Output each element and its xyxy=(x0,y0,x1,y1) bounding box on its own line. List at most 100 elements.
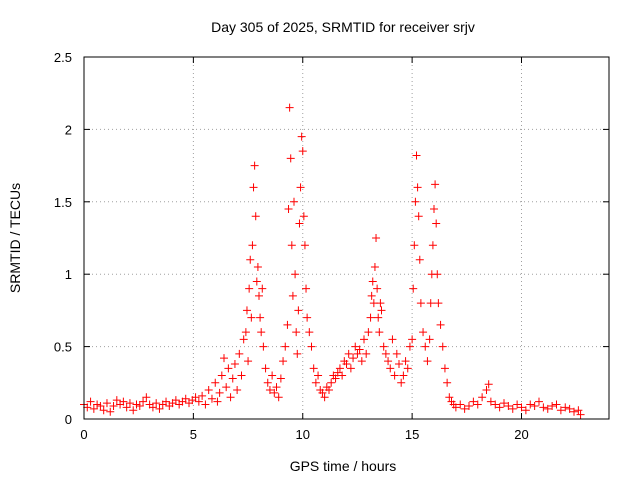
data-point xyxy=(122,403,131,412)
data-point xyxy=(552,400,561,409)
data-point xyxy=(259,342,268,351)
data-point xyxy=(377,306,386,315)
data-point xyxy=(248,241,257,250)
data-point xyxy=(291,270,300,279)
data-point xyxy=(298,147,307,156)
data-point xyxy=(508,404,517,413)
data-point xyxy=(333,368,342,377)
data-point xyxy=(438,342,447,351)
x-tick-label: 5 xyxy=(190,427,197,442)
data-point xyxy=(431,180,440,189)
data-point xyxy=(372,234,381,242)
tick-label-layer: 0 5 10 15 20 0 0.5 1 1.5 2 2.5 xyxy=(54,50,529,442)
data-point xyxy=(292,328,301,337)
data-point xyxy=(351,342,360,351)
data-point xyxy=(228,374,237,383)
data-point xyxy=(132,400,141,409)
data-point xyxy=(211,378,220,387)
data-point xyxy=(135,401,144,410)
data-point xyxy=(96,401,105,410)
data-point xyxy=(284,205,293,214)
data-point xyxy=(409,284,418,293)
data-point xyxy=(86,397,95,406)
data-point xyxy=(272,383,281,392)
data-point xyxy=(381,349,390,358)
data-point xyxy=(353,349,362,358)
data-point xyxy=(239,335,248,344)
data-point xyxy=(155,404,164,413)
data-point xyxy=(300,241,309,250)
data-point xyxy=(181,394,190,403)
data-point xyxy=(403,364,412,373)
grid-layer xyxy=(84,57,609,419)
data-point xyxy=(370,262,379,271)
data-point xyxy=(434,299,443,308)
data-point xyxy=(276,374,285,383)
data-point xyxy=(112,396,121,405)
data-point xyxy=(201,400,210,409)
data-point xyxy=(283,320,292,329)
data-point xyxy=(428,241,437,250)
data-point xyxy=(307,342,316,351)
axes-layer xyxy=(83,56,610,420)
data-point xyxy=(349,354,358,363)
data-point xyxy=(433,270,442,279)
data-point xyxy=(305,328,314,337)
data-point xyxy=(451,403,460,412)
data-point xyxy=(405,342,414,351)
data-point xyxy=(521,406,530,415)
data-point xyxy=(287,241,296,250)
data-point xyxy=(556,406,565,415)
data-point xyxy=(386,364,395,373)
data-point xyxy=(270,388,279,397)
data-point xyxy=(213,397,222,406)
x-axis-label: GPS time / hours xyxy=(290,458,397,474)
data-point xyxy=(139,397,148,406)
data-point xyxy=(246,255,255,264)
data-point xyxy=(268,371,277,380)
data-point xyxy=(366,313,375,322)
data-point xyxy=(245,284,254,293)
data-point xyxy=(478,393,487,402)
data-point xyxy=(129,406,138,415)
points-layer xyxy=(80,103,585,419)
data-point xyxy=(294,306,303,315)
data-point xyxy=(244,357,253,366)
data-point xyxy=(561,403,570,412)
data-point xyxy=(285,103,294,112)
data-point xyxy=(535,397,543,406)
data-point xyxy=(191,393,200,402)
data-point xyxy=(456,400,465,409)
data-point xyxy=(460,404,469,413)
data-point xyxy=(397,378,406,387)
data-point xyxy=(539,403,548,412)
data-point xyxy=(224,364,233,373)
data-point xyxy=(513,400,522,409)
data-point xyxy=(443,378,452,387)
data-point xyxy=(314,371,323,380)
data-point xyxy=(325,386,333,395)
data-point xyxy=(255,291,263,300)
data-point xyxy=(226,393,235,402)
data-point xyxy=(233,386,242,395)
data-point xyxy=(162,397,171,406)
data-point xyxy=(102,399,111,408)
data-point xyxy=(257,328,266,337)
data-point xyxy=(109,401,118,410)
y-tick-label: 1 xyxy=(65,267,72,282)
data-point xyxy=(119,397,128,406)
data-point xyxy=(364,328,373,337)
data-point xyxy=(252,277,261,286)
data-point xyxy=(491,400,500,409)
data-point xyxy=(530,401,539,410)
data-point xyxy=(327,378,336,387)
data-point xyxy=(152,399,161,408)
y-tick-label: 2 xyxy=(65,122,72,137)
data-point xyxy=(390,371,399,380)
data-point xyxy=(408,335,417,344)
data-point xyxy=(576,410,585,419)
data-point xyxy=(237,371,246,380)
data-point xyxy=(373,284,382,293)
